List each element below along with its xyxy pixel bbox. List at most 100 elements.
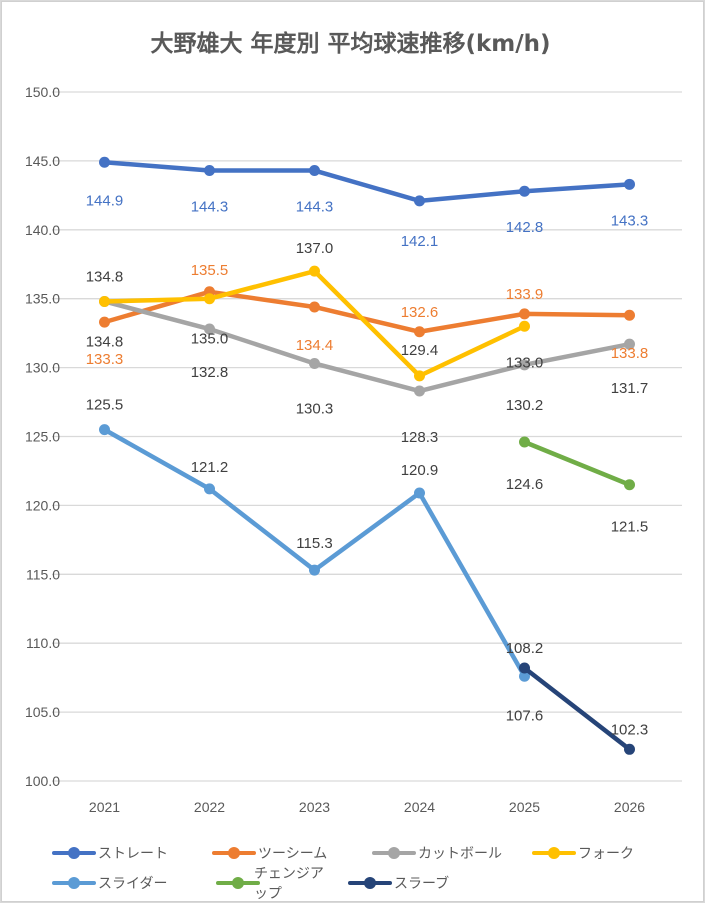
- legend-line-marker-icon: [212, 846, 256, 860]
- data-point: [624, 338, 635, 350]
- data-point: [204, 293, 215, 305]
- data-label: 120.9: [401, 462, 439, 479]
- legend-label: スラーブ: [394, 876, 450, 892]
- data-point: [414, 326, 425, 338]
- series-line: [522, 665, 632, 752]
- series-line: [102, 289, 632, 335]
- x-tick-label: 2024: [404, 799, 435, 815]
- data-point: [99, 424, 110, 436]
- data-point: [309, 357, 320, 369]
- data-label: 142.1: [401, 233, 439, 250]
- y-tick-label: 105.0: [25, 704, 60, 720]
- legend-item: ストレート: [52, 843, 198, 863]
- data-point: [414, 195, 425, 207]
- y-tick-label: 130.0: [25, 360, 60, 376]
- legend: ストレート ツーシーム カットボール フォーク スライダー チェンジアップ スラーブ: [52, 838, 692, 902]
- data-label: 124.6: [506, 476, 544, 493]
- y-tick-label: 150.0: [25, 84, 60, 100]
- data-label: 144.3: [296, 199, 334, 216]
- data-point: [99, 295, 110, 307]
- data-point: [519, 185, 530, 197]
- data-point: [519, 670, 530, 682]
- x-tick-label: 2022: [194, 799, 225, 815]
- x-tick-label: 2021: [89, 799, 120, 815]
- legend-label: カットボール: [418, 846, 502, 862]
- data-label: 133.0: [506, 354, 544, 371]
- x-tick-label: 2025: [509, 799, 540, 815]
- legend-line-marker-icon: [532, 846, 576, 860]
- legend-item: スラーブ: [348, 873, 498, 893]
- data-point: [519, 359, 530, 371]
- data-label: 129.4: [401, 342, 439, 359]
- data-label: 133.9: [506, 286, 544, 303]
- x-tick-label: 2023: [299, 799, 330, 815]
- legend-line-marker-icon: [348, 876, 392, 890]
- data-label: 143.3: [611, 212, 649, 229]
- data-label: 135.0: [191, 331, 229, 348]
- data-label: 144.3: [191, 199, 229, 216]
- series-line: [522, 439, 632, 487]
- data-label: 134.8: [86, 268, 124, 285]
- legend-item: チェンジアップ: [216, 863, 334, 903]
- series-line: [102, 427, 527, 679]
- data-label: 134.4: [296, 337, 334, 354]
- data-point: [519, 662, 530, 674]
- legend-label: フォーク: [578, 846, 634, 862]
- series-1: [99, 156, 635, 207]
- data-label: 130.2: [506, 397, 544, 414]
- data-point: [414, 487, 425, 499]
- data-point: [519, 320, 530, 332]
- data-point: [309, 564, 320, 576]
- data-label: 142.8: [506, 219, 544, 236]
- data-point: [204, 483, 215, 495]
- data-point: [519, 308, 530, 320]
- data-label: 133.3: [86, 351, 124, 368]
- data-label: 135.5: [191, 262, 229, 279]
- legend-label: スライダー: [98, 876, 168, 892]
- data-point: [519, 436, 530, 448]
- y-tick-label: 125.0: [25, 429, 60, 445]
- data-point: [624, 743, 635, 755]
- data-point: [204, 323, 215, 335]
- legend-item: カットボール: [372, 843, 518, 863]
- y-tick-label: 140.0: [25, 222, 60, 238]
- legend-label: ストレート: [98, 846, 168, 862]
- data-label: 107.6: [506, 707, 544, 724]
- legend-line-marker-icon: [372, 846, 416, 860]
- y-tick-label: 145.0: [25, 153, 60, 169]
- data-label: 121.2: [191, 459, 229, 476]
- data-label: 134.8: [86, 333, 124, 350]
- series-6: [519, 436, 635, 491]
- data-label: 102.3: [611, 721, 649, 738]
- gridlines: [52, 91, 682, 782]
- y-tick-label: 110.0: [26, 635, 60, 651]
- series-5: [99, 424, 530, 682]
- data-point: [204, 165, 215, 177]
- x-axis-ticks: 2021 2022 2023 2024 2025 2026: [89, 799, 645, 815]
- data-label: 125.5: [86, 397, 124, 414]
- legend-label: チェンジアップ: [253, 866, 324, 902]
- legend-label: ツーシーム: [258, 846, 328, 862]
- y-tick-label: 100.0: [25, 773, 60, 789]
- series-lines: [99, 156, 635, 755]
- data-point: [624, 178, 635, 190]
- chart-title: 大野雄大 年度別 平均球速推移(km/h): [150, 31, 551, 57]
- data-label: 121.5: [611, 519, 649, 536]
- y-axis-ticks: 100.0 105.0 110.0 115.0 120.0 125.0 130.0 135.0…: [25, 84, 60, 789]
- series-4: [99, 265, 530, 382]
- data-point: [309, 301, 320, 313]
- y-tick-label: 135.0: [25, 291, 60, 307]
- series-2: [99, 286, 635, 338]
- legend-line-marker-icon: [52, 876, 96, 890]
- data-label: 115.3: [296, 535, 332, 552]
- data-label: 144.9: [86, 192, 124, 209]
- data-point: [99, 316, 110, 328]
- series-line: [102, 299, 632, 394]
- legend-item: ツーシーム: [212, 843, 358, 863]
- data-label: 137.0: [296, 240, 334, 257]
- data-label: 133.8: [611, 345, 649, 362]
- series-line: [102, 160, 632, 204]
- data-point: [414, 385, 425, 397]
